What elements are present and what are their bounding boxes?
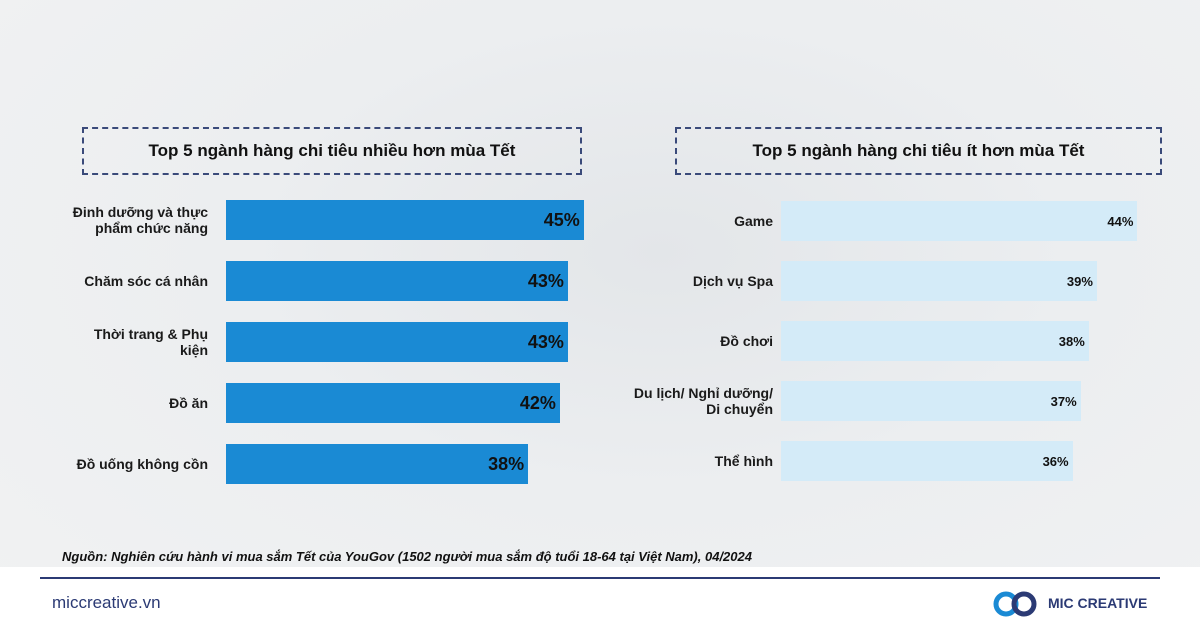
category-label: Đồ ăn (169, 395, 208, 411)
chart-title: Top 5 ngành hàng chi tiêu ít hơn mùa Tết (675, 127, 1162, 175)
chart-title: Top 5 ngành hàng chi tiêu nhiều hơn mùa … (82, 127, 582, 175)
bar: 39% (781, 261, 1097, 301)
bar: 45% (226, 200, 584, 240)
category-label: Đồ uống không cồn (76, 456, 208, 472)
category-label: Game (734, 213, 773, 229)
bar: 43% (226, 322, 568, 362)
bar: 44% (781, 201, 1138, 241)
category-label: Đồ chơi (720, 333, 773, 349)
bar: 42% (226, 383, 560, 423)
footer: miccreative.vn MIC CREATIVE (0, 567, 1200, 630)
bar: 43% (226, 261, 568, 301)
value-label: 37% (1050, 393, 1077, 409)
bar: 38% (781, 321, 1089, 361)
category-label: Chăm sóc cá nhân (84, 273, 208, 289)
website: miccreative.vn (52, 593, 161, 612)
category-label: Du lịch/ Nghỉ dưỡng/ Di chuyển (633, 385, 773, 417)
footer-rule (40, 577, 1160, 579)
value-label: 36% (1042, 453, 1069, 469)
category-label: Thể hình (714, 453, 773, 469)
category-label: Dịch vụ Spa (692, 273, 773, 289)
bar: 37% (781, 381, 1081, 421)
value-label: 38% (488, 453, 525, 474)
bar: 38% (226, 444, 529, 484)
source-note: Nguồn: Nghiên cứu hành vi mua sắm Tết củ… (62, 549, 752, 564)
value-label: 42% (519, 392, 556, 413)
value-label: 39% (1066, 273, 1093, 289)
logo-icon (993, 591, 1037, 617)
value-label: 43% (527, 331, 564, 352)
category-label: Thời trang & Phụ kiện (93, 326, 208, 358)
bar: 36% (781, 441, 1073, 481)
category-label: Đinh dưỡng và thực phẩm chức năng (72, 204, 208, 236)
value-label: 38% (1058, 333, 1085, 349)
brand: MIC CREATIVE (1048, 595, 1148, 611)
value-label: 43% (527, 270, 564, 291)
value-label: 44% (1107, 213, 1134, 229)
value-label: 45% (543, 209, 580, 230)
